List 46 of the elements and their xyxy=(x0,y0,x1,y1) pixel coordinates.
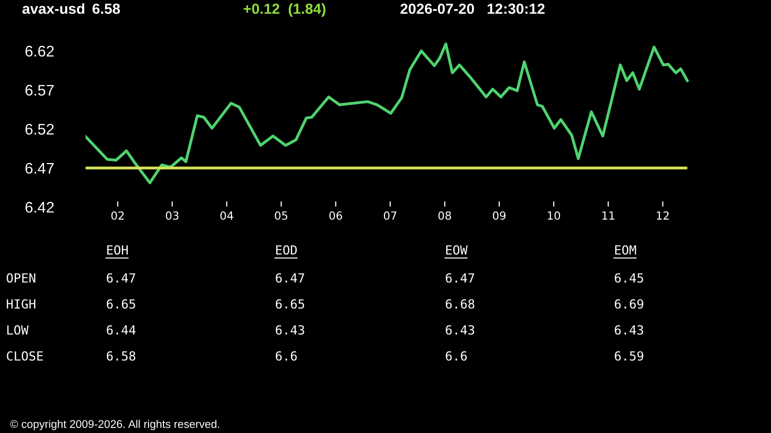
text: EOD xyxy=(276,245,297,255)
text: 6.58 xyxy=(92,4,120,14)
text: 6.59 xyxy=(614,351,644,361)
text: LOW xyxy=(7,325,29,335)
text: EOW xyxy=(446,245,468,255)
x-tick-label: 12 xyxy=(656,211,669,220)
text: 2026-07-20 12:30:12 xyxy=(400,4,545,14)
y-tick-label: 6.47 xyxy=(25,162,54,174)
text: 6.47 xyxy=(276,273,304,283)
text: © copyright 2009-2026. All rights reserved. xyxy=(10,420,220,430)
x-tick-label: 11 xyxy=(602,212,614,220)
text: 6.65 xyxy=(106,299,136,309)
y-tick-label: 6.42 xyxy=(25,202,54,213)
x-tick-label: 02 xyxy=(111,211,124,220)
y-tick-label: 6.57 xyxy=(25,84,54,96)
text: 6.58 xyxy=(106,351,136,361)
x-tick-label: 04 xyxy=(220,211,234,220)
chart-title: avax-usd xyxy=(22,3,84,14)
text: 6.43 xyxy=(446,325,474,335)
text: 6.44 xyxy=(106,325,136,335)
y-tick-label: 6.52 xyxy=(25,124,54,135)
text: OPEN xyxy=(6,273,36,283)
text: 6.45 xyxy=(614,273,644,283)
text: 6.69 xyxy=(614,299,644,309)
text: EOH xyxy=(107,245,128,255)
text: 6.6 xyxy=(276,351,297,361)
text: 6.47 xyxy=(446,273,474,283)
text: HIGH xyxy=(6,299,36,309)
text: 6.65 xyxy=(276,299,304,309)
x-tick-label: 06 xyxy=(329,211,342,220)
text: 6.43 xyxy=(614,325,644,335)
text: EOM xyxy=(615,245,636,255)
x-tick-label: 10 xyxy=(548,211,560,220)
text: 6.47 xyxy=(106,273,136,283)
x-tick-label: 05 xyxy=(274,211,288,220)
x-tick-label: 09 xyxy=(492,211,506,220)
line-series xyxy=(85,42,689,184)
x-tick-label: 03 xyxy=(166,211,178,220)
y-tick-label: 6.62 xyxy=(25,46,54,57)
text: +0.12 (1.84) xyxy=(244,3,326,17)
text: CLOSE xyxy=(6,351,43,361)
text: 6.68 xyxy=(446,299,474,309)
text: 6.43 xyxy=(276,325,304,335)
text: 6.6 xyxy=(446,351,467,361)
x-tick-label: 08 xyxy=(438,211,452,220)
x-tick-label: 07 xyxy=(384,211,396,220)
